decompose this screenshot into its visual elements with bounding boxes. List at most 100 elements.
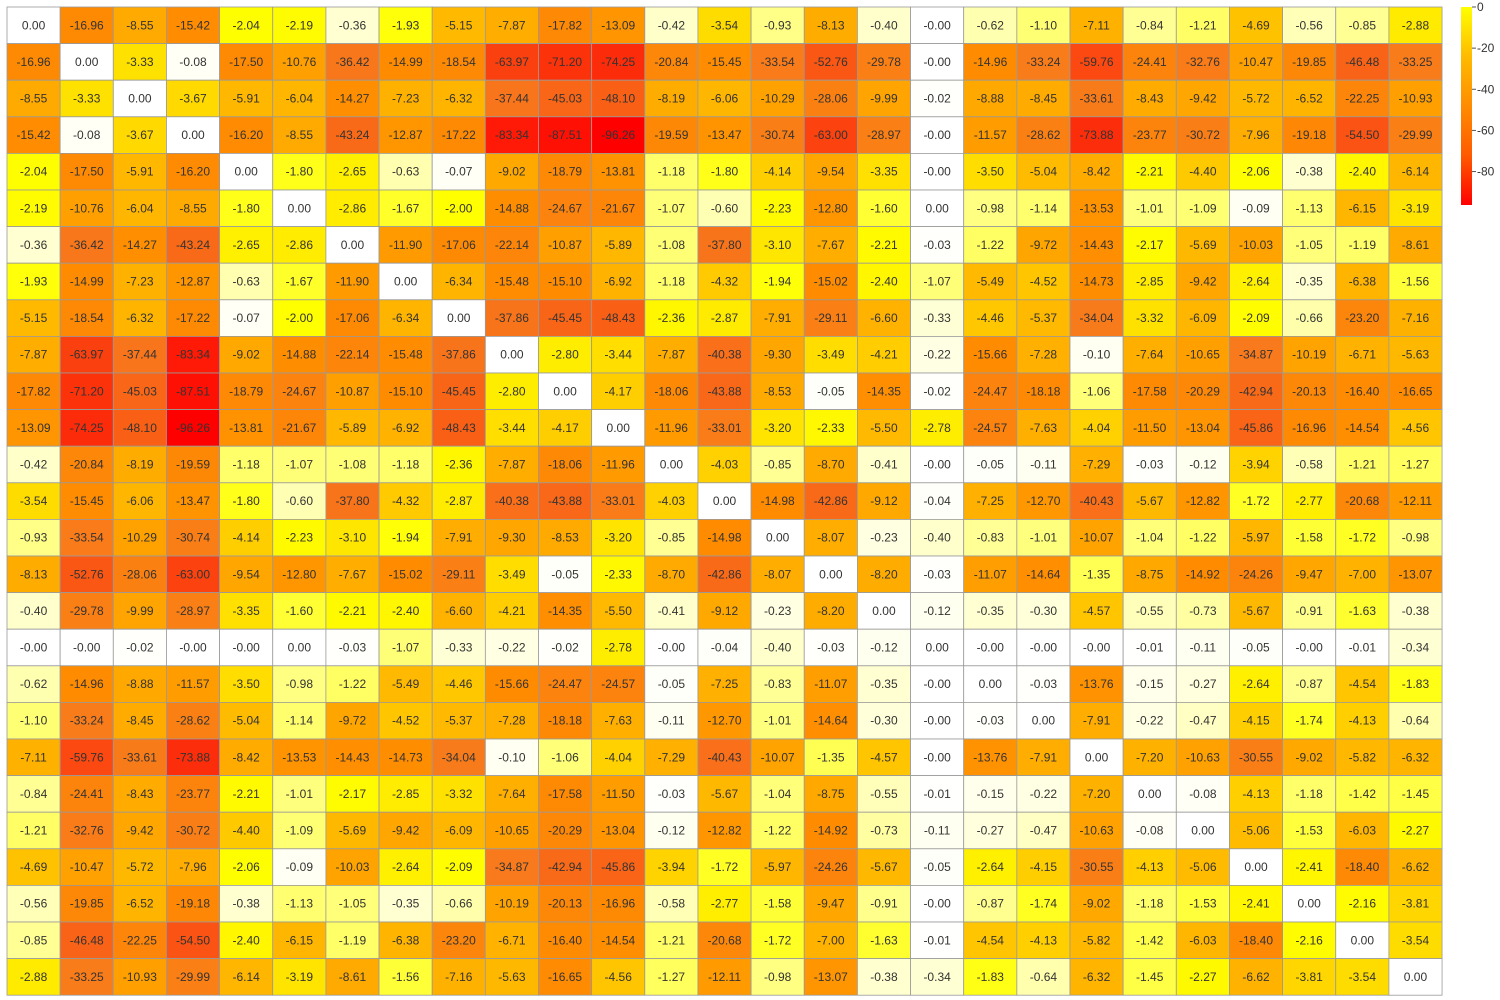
cell-value-label: -15.48 [389,348,423,362]
cell-value-label: -0.84 [1136,18,1164,32]
cell-value-label: -45.86 [1239,421,1273,435]
cell-value-label: -8.55 [20,92,48,106]
cell-value-label: -3.19 [286,970,314,984]
cell-value-label: -9.42 [392,824,420,838]
heatmap-cell [857,409,911,447]
cell-value-label: -3.35 [232,604,260,618]
cell-value-label: -1.01 [764,714,792,728]
heatmap-cell [378,665,433,703]
cell-value-label: -0.00 [1295,641,1323,655]
cell-value-label: -20.84 [70,458,104,472]
heatmap-cell [1282,519,1337,557]
cell-value-label: -2.21 [339,604,367,618]
cell-value-label: -4.46 [445,677,473,691]
heatmap-cell [857,116,911,154]
cell-value-label: -0.00 [1083,641,1111,655]
cell-value-label: -5.50 [870,421,898,435]
heatmap-cell [1069,226,1124,264]
cell-value-label: -83.34 [495,128,529,142]
heatmap-cell [697,79,752,118]
cell-value-label: -14.96 [973,55,1007,69]
heatmap-cell [857,665,911,703]
heatmap-cell [1175,262,1230,301]
heatmap-cell [697,628,752,667]
cell-value-label: -1.05 [1295,238,1323,252]
heatmap-cell [1335,226,1390,264]
cell-value-label: 0.00 [288,641,312,655]
cell-value-label: -40.43 [1080,494,1114,508]
heatmap-cell [1016,189,1071,227]
heatmap-cell [272,592,327,630]
heatmap-cell [431,775,486,813]
cell-value-label: -0.34 [923,970,951,984]
cell-value-label: -0.83 [764,677,792,691]
cell-value-label: -8.88 [977,92,1005,106]
cell-value-label: -14.88 [282,348,316,362]
cell-value-label: -59.76 [70,750,104,764]
cell-value-label: -1.22 [1189,531,1217,545]
cell-value-label: -2.33 [817,421,845,435]
cell-value-label: -0.12 [1189,458,1217,472]
cell-value-label: -6.52 [1295,92,1323,106]
cell-value-label: -20.68 [1345,494,1379,508]
cell-value-label: -96.26 [176,421,210,435]
heatmap-cell [910,116,965,154]
heatmap-cell [1016,6,1071,44]
cell-value-label: -24.26 [1239,567,1273,581]
cell-value-label: -29.78 [70,604,104,618]
heatmap-cell [1229,958,1283,996]
cell-value-label: -4.14 [764,165,792,179]
heatmap-cell [1229,555,1283,593]
cell-value-label: -4.40 [232,824,260,838]
cell-value-label: -5.82 [1349,750,1377,764]
cell-value-label: -0.66 [445,897,473,911]
cell-value-label: -7.11 [20,750,47,764]
heatmap-cell [1175,958,1230,996]
cell-value-label: -16.96 [17,55,51,69]
cell-value-label: -17.82 [548,18,582,32]
cell-value-label: -0.00 [658,641,686,655]
cell-value-label: -3.32 [445,787,473,801]
heatmap-cell [857,226,911,264]
heatmap-cell [910,519,965,557]
heatmap-cell [6,592,61,630]
cell-value-label: -1.93 [392,18,420,32]
heatmap-cell [644,299,699,337]
heatmap-cell [59,79,114,118]
cell-value-label: -14.54 [601,933,635,947]
cell-value-label: -2.19 [20,201,48,215]
cell-value-label: -34.87 [1239,348,1273,362]
cell-value-label: -12.70 [1026,494,1060,508]
heatmap-cell [1069,519,1124,557]
cell-value-label: -7.96 [179,860,207,874]
heatmap-cell [1122,921,1177,959]
cell-value-label: -0.98 [764,970,792,984]
cell-value-label: -14.99 [70,275,104,289]
heatmap-cell [963,43,1018,81]
cell-value-label: -33.25 [1398,55,1432,69]
heatmap-cell [1388,6,1443,44]
cell-value-label: -1.45 [1136,970,1164,984]
heatmap-cell [857,519,911,557]
cell-value-label: -0.98 [286,677,314,691]
heatmap-cell [166,43,220,81]
cell-value-label: -23.20 [442,933,476,947]
cell-value-label: -0.10 [498,750,526,764]
cell-value-label: -2.21 [232,787,260,801]
cell-value-label: -0.34 [1402,641,1430,655]
heatmap-cell [857,189,911,227]
cell-value-label: -6.04 [286,92,314,106]
cell-value-label: -8.61 [339,970,367,984]
heatmap-cell [1122,335,1177,374]
cell-value-label: -7.20 [1136,750,1164,764]
heatmap-cell [1229,665,1283,703]
cell-value-label: -4.52 [1030,275,1058,289]
cell-value-label: -3.54 [20,494,48,508]
heatmap-cell [272,702,327,740]
colorbar-tick-label: -60 [1477,123,1495,137]
cell-value-label: -14.73 [389,750,423,764]
heatmap-cell [112,189,167,227]
cell-value-label: -2.23 [764,201,792,215]
cell-value-label: -15.10 [389,384,423,398]
cell-value-label: -10.87 [548,238,582,252]
